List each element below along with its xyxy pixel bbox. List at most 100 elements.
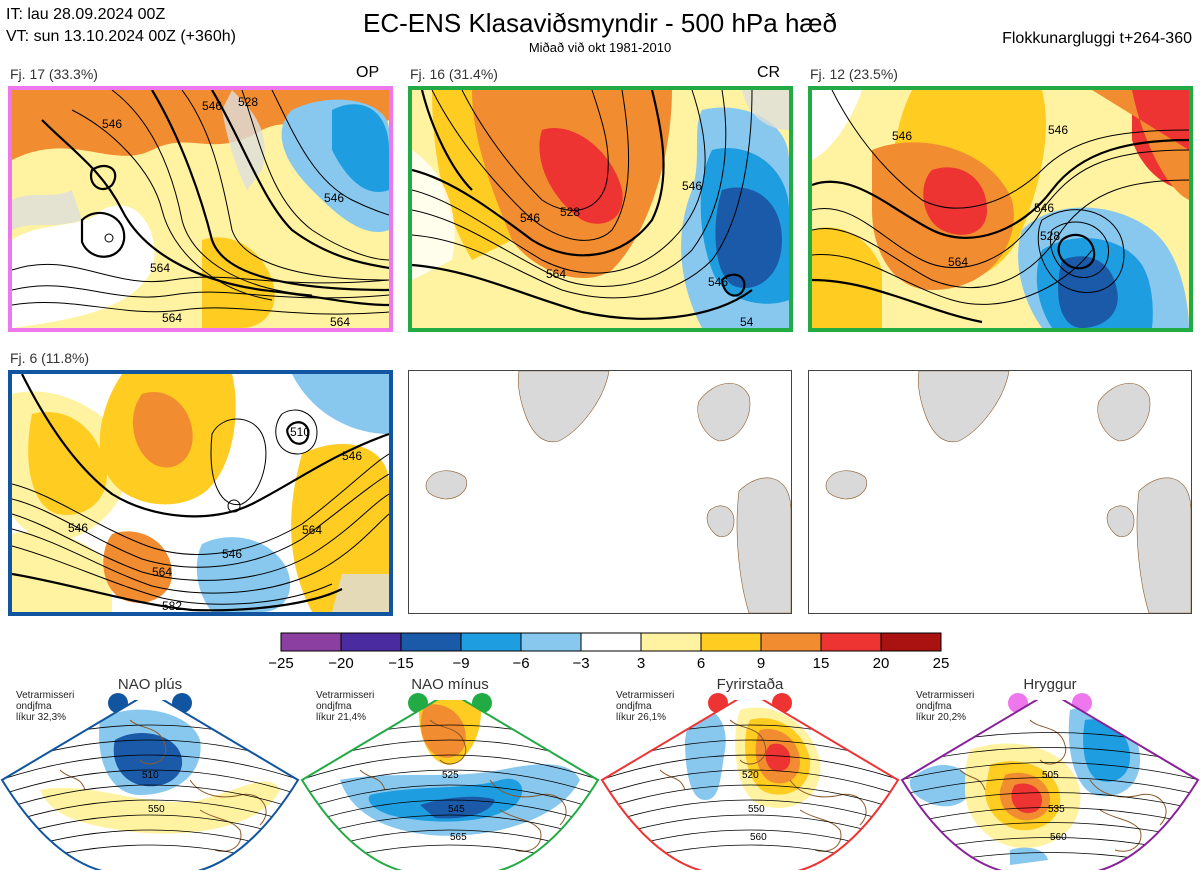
colorbar-tick-label: −3 (572, 655, 590, 672)
anomaly-area (420, 704, 466, 758)
anomaly-area (765, 743, 791, 772)
regime-stat-line: líkur 32,3% (16, 712, 67, 723)
colorbar-tick-label: −9 (452, 655, 470, 672)
colorbar-tick-label: 9 (756, 655, 766, 672)
regime-stat-line: líkur 20,2% (916, 712, 967, 723)
colorbar-segment (640, 632, 702, 652)
regime-map: 520 550 560 (600, 700, 900, 870)
anomaly-area (420, 796, 495, 819)
cluster-1-label: Fj. 17 (33.3%) (10, 66, 98, 82)
colorbar-segment (820, 632, 882, 652)
regime-stat-line: Vetrarmisseri (16, 690, 75, 701)
regime-stats: Vetrarmisseri ondjfma líkur 21,4% (316, 690, 374, 723)
contour-label: 546 (682, 179, 702, 193)
clustering-window: Flokkunargluggi t+264-360 (1002, 30, 1192, 47)
regime-stat-line: Vetrarmisseri (916, 690, 975, 701)
contour-label: 564 (546, 267, 566, 281)
contour-label: 564 (150, 261, 170, 275)
colorbar-tick-label: −15 (388, 655, 414, 672)
cluster-2-map: 546 528 546 564 546 54 (408, 86, 793, 332)
regime-stat-line: líkur 26,1% (616, 712, 667, 723)
cluster-2-label: Fj. 16 (31.4%) (410, 66, 498, 82)
regime-stats: Vetrarmisseri ondjfma líkur 32,3% (16, 690, 74, 723)
contour-label: 54 (740, 315, 754, 328)
contour-label: 546 (68, 521, 88, 535)
issue-time: IT: lau 28.09.2024 00Z (6, 6, 166, 23)
anomaly-area (1010, 847, 1048, 865)
colorbar-tick-label: 25 (932, 655, 950, 672)
cluster-1-map: 546 528 546 564 546 564 564 (8, 86, 393, 332)
regime-stat-line: líkur 21,4% (316, 712, 367, 723)
regime-stat-line: ondjfma (916, 701, 952, 712)
contour-label: 528 (238, 95, 258, 109)
contour-label: 546 (342, 449, 362, 463)
anomaly-area (909, 765, 971, 807)
regime-contour-label: 560 (1050, 832, 1067, 843)
contour-label: 528 (1040, 229, 1060, 243)
colorbar-segment (580, 632, 642, 652)
contour-label: 546 (102, 117, 122, 131)
cluster-2-tag: CR (757, 64, 781, 81)
contour-label: 546 (708, 275, 728, 289)
regime-title: NAO plús (117, 676, 183, 693)
regime-stats: Vetrarmisseri ondjfma líkur 20,2% (916, 690, 974, 723)
regime-stat-line: ondjfma (316, 701, 352, 712)
colorbar-tick-label: −25 (268, 655, 294, 672)
contour-label: 564 (162, 311, 182, 325)
regime-contour-label: 560 (750, 832, 767, 843)
regime-contour-label: 520 (742, 770, 759, 781)
regime-contour-label: 550 (148, 804, 165, 815)
regime-contour-label: 505 (1042, 770, 1059, 781)
contour-label: 564 (948, 255, 968, 269)
regime-map: 505 535 560 (900, 700, 1200, 870)
colorbar-tick-label: −20 (328, 655, 354, 672)
regime-contour-label: 510 (142, 770, 159, 781)
regime-stats: Vetrarmisseri ondjfma líkur 26,1% (616, 690, 674, 723)
regime-map: 510 550 (0, 700, 300, 870)
contour-label: 528 (560, 205, 580, 219)
contour-label: 546 (892, 129, 912, 143)
regime-stat-line: ondjfma (616, 701, 652, 712)
regime-title: NAO mínus (411, 676, 489, 693)
valid-time: VT: sun 13.10.2024 00Z (+360h) (6, 28, 236, 45)
contour-label: 546 (1048, 123, 1068, 137)
cluster-4-map: 510 546 546 564 546 564 582 (8, 370, 393, 616)
regime-contour-label: 565 (450, 832, 467, 843)
colorbar-segment (880, 632, 942, 652)
contour-label: 546 (520, 211, 540, 225)
regime-map: 525 545 565 (300, 700, 600, 870)
contour-label: 546 (1034, 201, 1054, 215)
colorbar-tick-label: −6 (512, 655, 530, 672)
anomaly-area (1011, 783, 1042, 814)
contour-label: 564 (330, 315, 350, 328)
anomaly-area (685, 707, 726, 800)
colorbar-tick-label: 15 (812, 655, 830, 672)
colorbar-tick-label: 20 (872, 655, 890, 672)
cluster-4-label: Fj. 6 (11.8%) (10, 350, 90, 366)
colorbar-segment (700, 632, 762, 652)
contour-label: 564 (152, 565, 172, 579)
page-subtitle: Miðað við okt 1981-2010 (528, 40, 672, 55)
colorbar-segment (280, 632, 342, 652)
contour-label: 546 (324, 191, 344, 205)
cluster-1-tag: OP (356, 64, 380, 81)
regime-title: Fyrirstaða (716, 676, 784, 693)
regime-contour-label: 550 (748, 804, 765, 815)
regime-title: Hryggur (1023, 676, 1077, 693)
regime-contour-label: 535 (1048, 804, 1065, 815)
page-title: EC-ENS Klasaviðsmyndir - 500 hPa hæð (363, 8, 837, 38)
colorbar-segment (340, 632, 402, 652)
regime-contour-label: 545 (448, 804, 465, 815)
empty-map-1 (408, 370, 792, 614)
regime-stat-line: Vetrarmisseri (316, 690, 375, 701)
regime-stat-line: Vetrarmisseri (616, 690, 675, 701)
colorbar-tick-label: 3 (636, 655, 646, 672)
regime-stat-line: ondjfma (16, 701, 52, 712)
header-times: IT: lau 28.09.2024 00Z VT: sun 13.10.202… (6, 4, 236, 48)
colorbar-segment (520, 632, 582, 652)
cluster-3-label: Fj. 12 (23.5%) (810, 66, 898, 82)
colorbar (280, 632, 944, 657)
empty-map-2 (808, 370, 1192, 614)
contour-label: 546 (202, 99, 222, 113)
contour-label: 546 (222, 547, 242, 561)
